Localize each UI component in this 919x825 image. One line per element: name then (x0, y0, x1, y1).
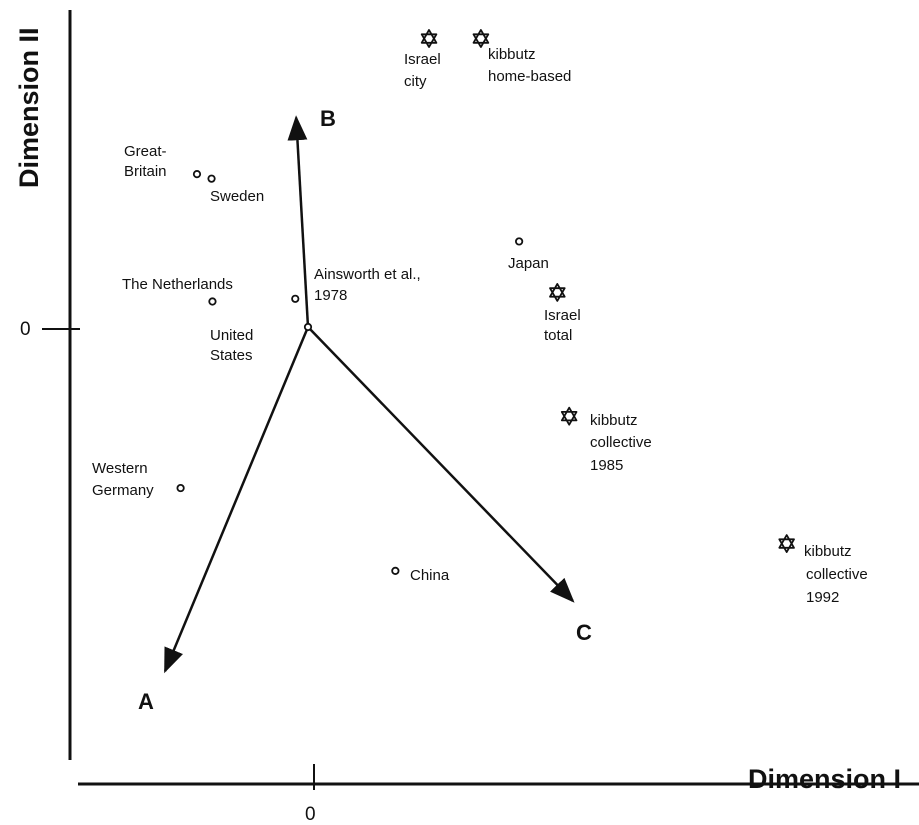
point-label-kibbutz-collective-1992: kibbutz collective 1992 (804, 543, 872, 606)
point-label-sweden: Sweden (210, 188, 264, 205)
star-marker-11 (560, 406, 578, 426)
point-label-israel-total: Israel total (544, 307, 585, 344)
marker-layer (176, 29, 795, 575)
point-label-great-britain: Great- Britain (124, 143, 171, 180)
vector-a-arrow (163, 326, 310, 674)
point-label-netherlands: The Netherlands (122, 276, 233, 293)
point-label-kibbutz-home-based: kibbutz home-based (488, 46, 571, 85)
circle-marker-6 (391, 566, 400, 575)
point-label-israel-city: Israel city (404, 51, 445, 90)
x-axis-title: Dimension I (748, 764, 901, 794)
vector-c-label: C (576, 620, 592, 645)
point-label-western-germany: Western Germany (92, 460, 154, 499)
point-label-ainsworth: Ainsworth et al., 1978 (314, 266, 425, 304)
point-label-kibbutz-collective-1985: kibbutz collective 1985 (590, 412, 656, 474)
vector-c-arrow (307, 326, 575, 603)
y-tick-label-zero: 0 (20, 319, 31, 340)
vector-b-arrow (287, 115, 310, 328)
star-marker-8 (549, 283, 566, 302)
star-marker-9 (420, 29, 438, 48)
circle-marker-0 (192, 170, 202, 179)
circle-marker-1 (207, 174, 216, 183)
circle-marker-2 (208, 297, 217, 306)
point-label-united-states: United States (210, 327, 258, 364)
point-label-china: China (410, 567, 450, 584)
circle-marker-7 (515, 237, 524, 246)
circle-marker-4 (291, 294, 300, 303)
star-marker-10 (472, 29, 490, 48)
circle-marker-3 (303, 322, 313, 332)
vector-b-label: B (320, 106, 336, 131)
point-label-japan: Japan (508, 255, 549, 272)
star-marker-12 (778, 534, 795, 553)
vector-a-label: A (138, 689, 154, 714)
vector-layer (163, 115, 575, 674)
x-tick-label-zero: 0 (305, 804, 316, 825)
y-axis-title: Dimension II (14, 27, 44, 188)
circle-marker-5 (176, 483, 185, 493)
